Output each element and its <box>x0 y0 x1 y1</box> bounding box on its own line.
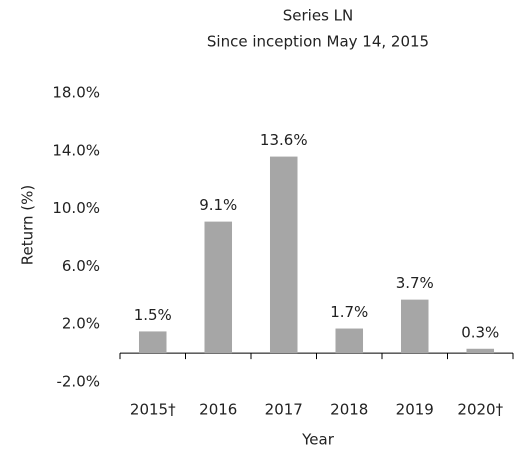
bar <box>138 331 167 354</box>
x-tick-label: 2015† <box>130 401 176 419</box>
data-label: 0.3% <box>461 323 499 341</box>
y-tick-label: 6.0% <box>62 257 100 275</box>
y-axis-label: Return (%) <box>19 185 37 266</box>
data-label: 13.6% <box>260 131 308 149</box>
y-tick-label: 10.0% <box>52 199 100 217</box>
data-label: 1.7% <box>330 303 368 321</box>
data-label: 1.5% <box>134 306 172 324</box>
x-tick-label: 2016 <box>199 401 237 419</box>
data-label: 9.1% <box>199 196 237 214</box>
bar <box>335 328 364 354</box>
x-tick-label: 2019 <box>396 401 434 419</box>
chart-subtitle: Since inception May 14, 2015 <box>207 33 429 51</box>
bar <box>269 156 298 354</box>
y-tick-label: -2.0% <box>56 373 100 391</box>
y-tick-label: 2.0% <box>62 315 100 333</box>
x-tick-label: 2020† <box>457 401 503 419</box>
x-tick-label: 2018 <box>330 401 368 419</box>
x-axis-label: Year <box>301 431 335 449</box>
y-tick-label: 14.0% <box>52 141 100 159</box>
bar <box>466 348 495 354</box>
x-tick-label: 2017 <box>265 401 303 419</box>
bar <box>400 299 429 354</box>
bar <box>204 221 233 354</box>
y-tick-label: 18.0% <box>52 84 100 102</box>
data-label: 3.7% <box>396 274 434 292</box>
chart-title: Series LN <box>283 7 353 25</box>
